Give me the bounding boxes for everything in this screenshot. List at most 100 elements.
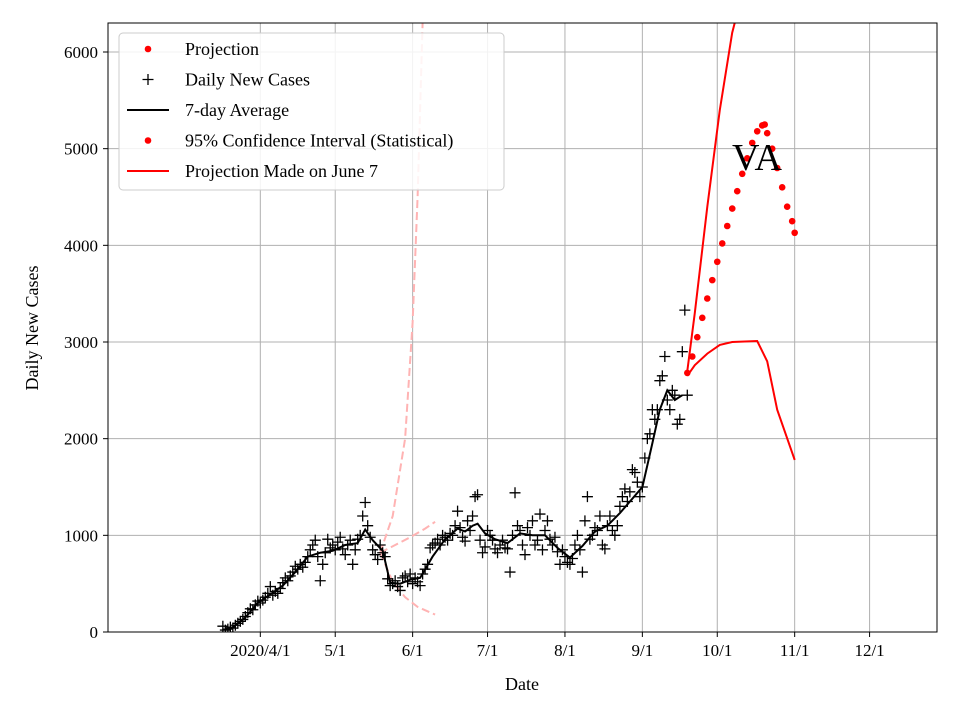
data-point-plus [237,613,249,625]
data-point-plus [252,595,264,607]
data-point-plus [224,621,236,632]
data-point-plus [671,418,683,430]
data-point-plus [347,558,359,570]
legend-label: Daily New Cases [185,70,310,90]
data-point-plus [474,534,486,546]
data-point-plus [507,529,519,541]
x-tick-label: 10/1 [702,641,732,660]
legend-label: Projection Made on June 7 [185,161,378,181]
legend-entry: 7-day Average [127,100,289,120]
data-point-plus [402,576,414,588]
data-point-plus [444,527,456,539]
y-tick-label: 2000 [64,430,98,449]
legend-label: Projection [185,39,259,59]
data-point-plus [329,544,341,556]
data-point-plus [631,476,643,488]
data-point-plus [529,539,541,551]
data-point-plus [574,544,586,556]
data-point-plus [594,510,606,522]
data-point-plus [222,623,234,632]
projection-dot [733,187,741,195]
projection-dot [753,127,761,135]
data-point-plus [447,529,459,541]
projection-dot [738,170,746,178]
data-point-plus [664,404,676,416]
data-point-plus [519,549,531,561]
data-point-plus [514,525,526,536]
data-point-plus [364,531,376,543]
x-tick-label: 5/1 [324,641,346,660]
data-point-plus [247,604,259,616]
data-point-plus [629,467,641,478]
projection-dot [743,155,751,162]
data-point-plus [502,543,514,555]
data-point-plus [661,394,673,406]
data-point-plus [669,389,681,401]
data-point-plus [379,551,391,563]
legend-dot-marker [144,137,152,144]
legend-dot-marker [144,45,152,53]
data-point-plus [566,553,578,565]
data-point-plus [569,539,581,551]
data-point-plus [349,544,361,556]
data-point-plus [484,529,496,541]
data-point-plus [419,563,431,575]
axis-ticks: 2020/4/1 5/1 6/1 7/1 8/1 9/1 10/1 11/1 12/1 0 1000… [64,43,885,660]
data-point-plus [449,520,461,532]
data-point-plus [309,534,321,546]
data-point-plus [581,491,593,503]
legend-label: 7-day Average [185,100,289,120]
data-point-plus [619,483,631,495]
projection-dot [693,333,701,341]
y-tick-label: 1000 [64,526,98,545]
data-point-plus [274,583,286,594]
legend-plus-marker [142,74,154,85]
data-point-plus [639,452,651,464]
data-point-plus [541,515,553,527]
y-tick-label: 3000 [64,333,98,352]
y-tick-label: 4000 [64,236,98,255]
data-point-plus [589,522,601,534]
data-point-plus [656,370,668,382]
data-point-plus [539,525,551,536]
data-point-plus [636,481,648,493]
legend-entry: Projection [144,39,259,59]
data-point-plus [609,529,621,541]
data-point-plus [499,542,511,554]
data-point-plus [297,561,309,573]
data-point-plus [367,544,379,556]
x-tick-label: 2020/4/1 [230,641,290,660]
data-point-plus [544,533,556,545]
data-point-plus [604,510,616,522]
data-point-plus [322,533,334,545]
x-tick-label: 6/1 [402,641,424,660]
data-point-plus [254,597,266,609]
projection-dot [763,129,771,137]
projection-dot [791,229,798,237]
data-point-plus [524,529,536,541]
data-point-plus [576,566,588,578]
x-tick-label: 12/1 [854,641,884,660]
projection-dot [723,222,731,230]
data-point-plus [546,539,558,551]
x-tick-label: 11/1 [780,641,810,660]
data-point-plus [479,541,491,553]
data-point-plus [382,573,394,585]
data-point-plus [679,304,691,316]
data-point-plus [611,520,623,532]
data-point-plus [659,351,671,362]
y-tick-label: 0 [90,623,99,642]
data-point-plus [332,536,344,548]
data-point-plus [407,578,419,590]
data-point-plus [372,554,384,565]
y-axis-label: Daily New Cases [22,266,42,391]
x-tick-label: 7/1 [477,641,499,660]
legend: Projection Daily New Cases 7-day Average 95… [118,32,505,191]
series-line [379,552,436,616]
data-point-plus [509,487,521,499]
x-axis-label: Date [505,674,539,694]
data-point-plus [437,529,449,541]
data-point-plus [469,491,481,503]
legend-entry: 95% Confidence Interval (Statistical) [144,131,453,152]
